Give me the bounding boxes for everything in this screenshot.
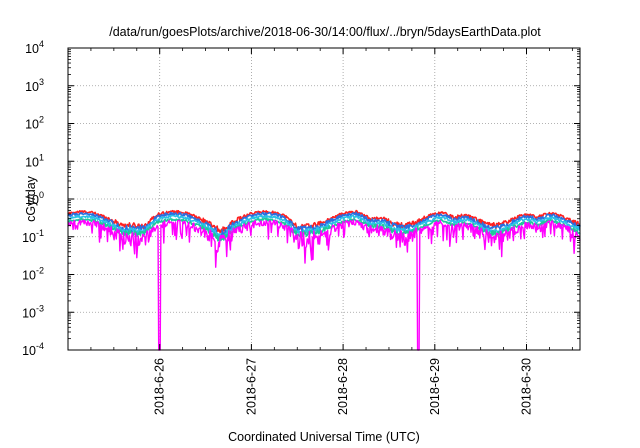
y-tick-label: 10-3 [22, 303, 44, 320]
series-line-0 [67, 209, 581, 235]
x-tick-label: 2018-6-30 [520, 358, 534, 415]
y-tick-label: 10-2 [22, 266, 44, 283]
chart-title: /data/run/goesPlots/archive/2018-06-30/1… [109, 25, 541, 39]
x-axis-label: Coordinated Universal Time (UTC) [228, 430, 420, 444]
y-tick-label: 10-4 [22, 341, 44, 358]
y-axis-label: cGy/day [24, 175, 38, 222]
ticks [68, 47, 580, 351]
y-tick-label: 10-1 [22, 228, 44, 245]
x-tick-label: 2018-6-29 [428, 358, 442, 415]
series-layer [67, 209, 581, 351]
y-tick-label: 102 [25, 115, 44, 132]
y-tick-label: 104 [25, 39, 44, 56]
y-tick-labels: 104 103 102 101 100 10-1 10-2 10-3 10-4 [22, 39, 44, 358]
series-line-3 [67, 217, 581, 242]
x-tick-labels: 2018-6-26 2018-6-27 2018-6-28 2018-6-29 2018… [153, 358, 534, 415]
series-line-4 [67, 219, 581, 351]
x-tick-label: 2018-6-26 [153, 358, 167, 415]
y-tick-label: 101 [25, 152, 44, 169]
y-tick-label: 100 [25, 190, 44, 207]
x-tick-label: 2018-6-27 [244, 358, 258, 415]
y-tick-label: 103 [25, 77, 44, 94]
x-tick-label: 2018-6-28 [336, 358, 350, 415]
